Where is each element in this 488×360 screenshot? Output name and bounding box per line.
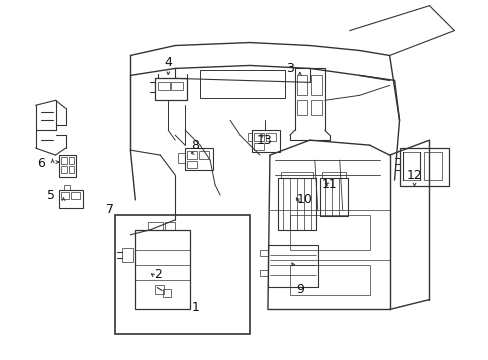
Bar [289,215,369,250]
Bar [260,270,267,276]
Bar [68,166,74,173]
Text: 10: 10 [296,193,312,206]
Bar [267,245,317,287]
Bar [59,155,76,177]
Text: 5: 5 [46,189,55,202]
Bar [280,172,312,178]
Bar [171,82,183,90]
Bar [61,157,66,164]
Bar [148,222,163,230]
Bar [187,161,197,168]
Bar [289,265,369,294]
Text: 12: 12 [406,168,422,181]
Bar [319,178,347,216]
Bar [135,230,190,310]
Bar [61,166,66,173]
Bar [122,248,133,262]
Bar [178,153,185,163]
Bar [251,130,279,152]
Bar [63,185,70,190]
Bar [187,151,197,159]
Bar [185,148,213,170]
Bar [265,133,275,141]
Text: 1: 1 [191,301,199,314]
Bar [399,148,448,186]
Text: 9: 9 [295,283,303,296]
Bar [163,289,171,297]
Text: 3: 3 [285,62,293,75]
Bar [253,143,264,150]
Bar [402,152,420,180]
Text: 8: 8 [191,139,199,152]
Bar [310,75,321,95]
Bar [424,152,442,180]
Bar [158,82,170,90]
Bar [277,178,315,230]
Bar [59,190,83,208]
Bar [71,192,81,199]
Bar [115,215,249,334]
Bar [260,250,267,256]
Bar [253,133,264,141]
Bar [247,133,251,141]
Text: 6: 6 [37,157,44,170]
Bar [310,100,321,115]
Bar [296,100,306,115]
Bar [61,192,69,199]
Bar [200,71,285,98]
Text: 4: 4 [164,56,172,69]
Bar [199,151,209,159]
Bar [68,157,74,164]
Text: 11: 11 [321,179,337,192]
Text: 2: 2 [154,268,162,281]
Bar [296,75,306,95]
Text: 7: 7 [106,203,114,216]
Bar [165,222,175,230]
Text: 13: 13 [257,134,272,147]
Bar [155,78,187,100]
Bar [321,172,345,178]
Bar [155,285,164,293]
